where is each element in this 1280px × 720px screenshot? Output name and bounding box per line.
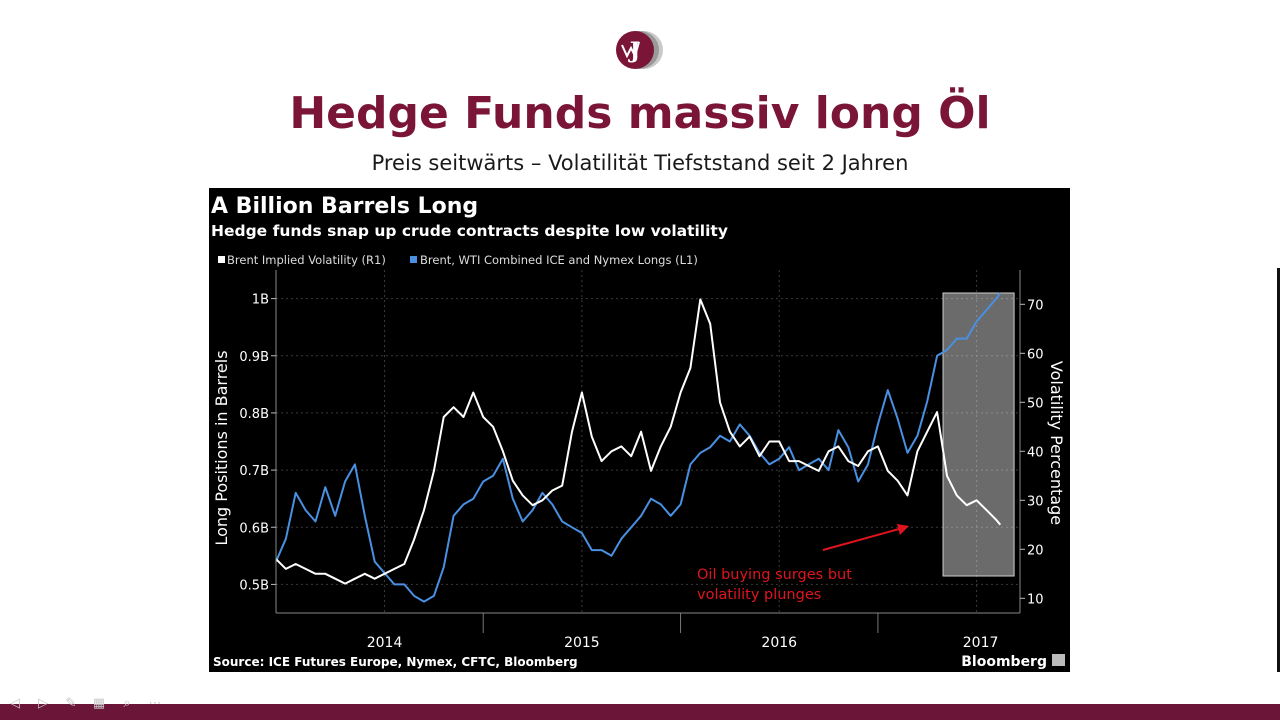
- highlight-layer: [942, 292, 1015, 577]
- y-tick-label-1: 0.9B: [239, 350, 269, 365]
- presentation-controls: ◁ ▷ ✎ ▦ ⌕ ⋯: [6, 696, 164, 712]
- slides-grid-icon[interactable]: ▦: [92, 696, 106, 711]
- series-line-volatility: [275, 298, 1002, 585]
- more-options-icon[interactable]: ⋯: [148, 696, 162, 711]
- y-tick-label-5: 0.5B: [239, 578, 269, 593]
- x-tick-label-2: 2016: [761, 635, 797, 651]
- zoom-icon[interactable]: ⌕: [123, 696, 131, 711]
- x-tick-label-1: 2015: [564, 635, 600, 651]
- slide-footer-bar: [0, 704, 1280, 720]
- previous-slide-icon[interactable]: ◁: [10, 696, 20, 711]
- chart-subtitle: Hedge funds snap up crude contracts desp…: [211, 222, 728, 240]
- slide-title: Hedge Funds massiv long Öl: [289, 88, 991, 139]
- y2-tick-label-1: 60: [1027, 347, 1044, 362]
- legend-swatch-volatility: [218, 256, 225, 263]
- y2-tick-label-6: 10: [1027, 592, 1044, 607]
- chart-title: A Billion Barrels Long: [211, 194, 478, 219]
- y2-axis-label: Volatility Percentage: [1047, 361, 1066, 525]
- y-tick-label-4: 0.6B: [239, 521, 269, 536]
- y-tick-label-0: 1B: [252, 293, 269, 308]
- y2-tick-label-3: 40: [1027, 445, 1044, 460]
- legend-swatch-longs: [410, 256, 417, 263]
- y2-tick-label-4: 30: [1027, 494, 1044, 509]
- series-line-longs: [275, 292, 1002, 603]
- chart-source: Source: ICE Futures Europe, Nymex, CFTC,…: [213, 655, 578, 669]
- y-axis-label: Long Positions in Barrels: [212, 350, 231, 545]
- y-tick-label-3: 0.7B: [239, 464, 269, 479]
- jv-logo-icon: J: [616, 31, 663, 69]
- bloomberg-brand: Bloomberg: [961, 654, 1047, 670]
- next-slide-icon[interactable]: ▷: [38, 696, 48, 711]
- x-tick-label-3: 2017: [963, 635, 999, 651]
- slide-subtitle: Preis seitwärts – Volatilität Tiefststan…: [371, 151, 909, 175]
- legend-label-longs: Brent, WTI Combined ICE and Nymex Longs …: [420, 253, 698, 267]
- pen-icon[interactable]: ✎: [65, 696, 77, 711]
- annotation-line-1: Oil buying surges but: [697, 567, 852, 583]
- y-tick-label-2: 0.8B: [239, 407, 269, 422]
- chart-panel: A Billion Barrels Long Hedge funds snap …: [209, 188, 1070, 672]
- annotation-arrow-head: [897, 524, 909, 535]
- highlight-box: [942, 292, 1015, 577]
- window-edge: [1277, 268, 1280, 672]
- annotation-arrow-line: [822, 528, 900, 551]
- axis-layer: 1B 0.9B 0.8B 0.7B 0.6B 0.5B 70 60 50 40 30 20 10 2014…: [239, 270, 1044, 651]
- svg-text:J: J: [628, 38, 640, 64]
- annotation-line-2: volatility plunges: [697, 587, 821, 603]
- grid-layer: [276, 270, 1020, 613]
- series-layer: [275, 292, 1002, 603]
- y2-tick-label-5: 20: [1027, 543, 1044, 558]
- x-tick-label-0: 2014: [367, 635, 403, 651]
- chart-svg: A Billion Barrels Long Hedge funds snap …: [211, 194, 1066, 670]
- bloomberg-terminal-icon: [1052, 654, 1065, 666]
- legend-label-volatility: Brent Implied Volatility (R1): [227, 253, 386, 267]
- y2-tick-label-2: 50: [1027, 396, 1044, 411]
- y2-tick-label-0: 70: [1027, 298, 1044, 313]
